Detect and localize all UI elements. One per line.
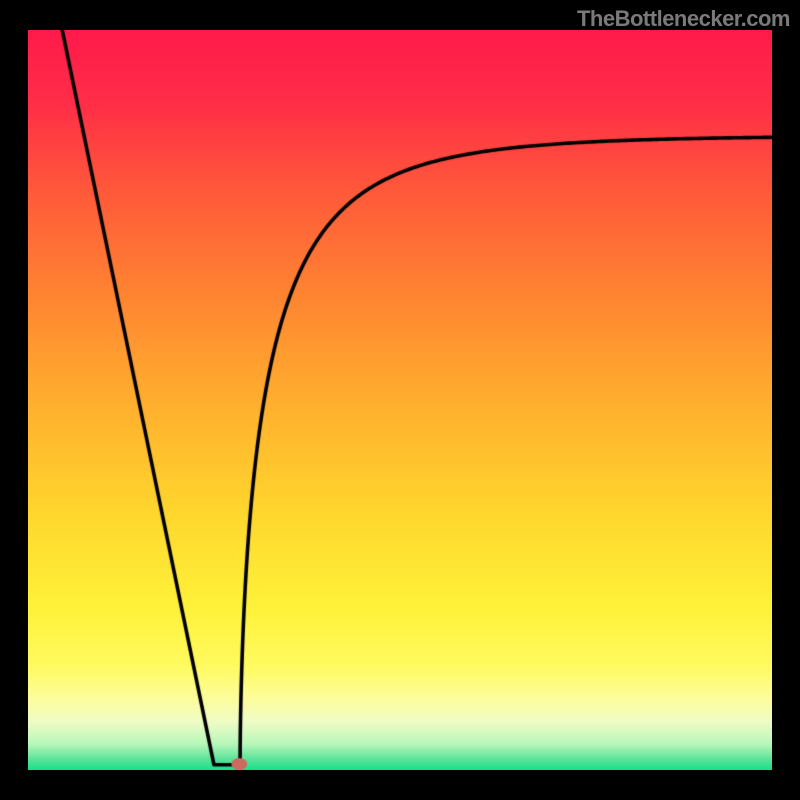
chart-frame: TheBottlenecker.com [0,0,800,800]
chart-canvas [28,30,772,770]
watermark-text: TheBottlenecker.com [577,6,790,32]
plot-area [28,30,772,770]
